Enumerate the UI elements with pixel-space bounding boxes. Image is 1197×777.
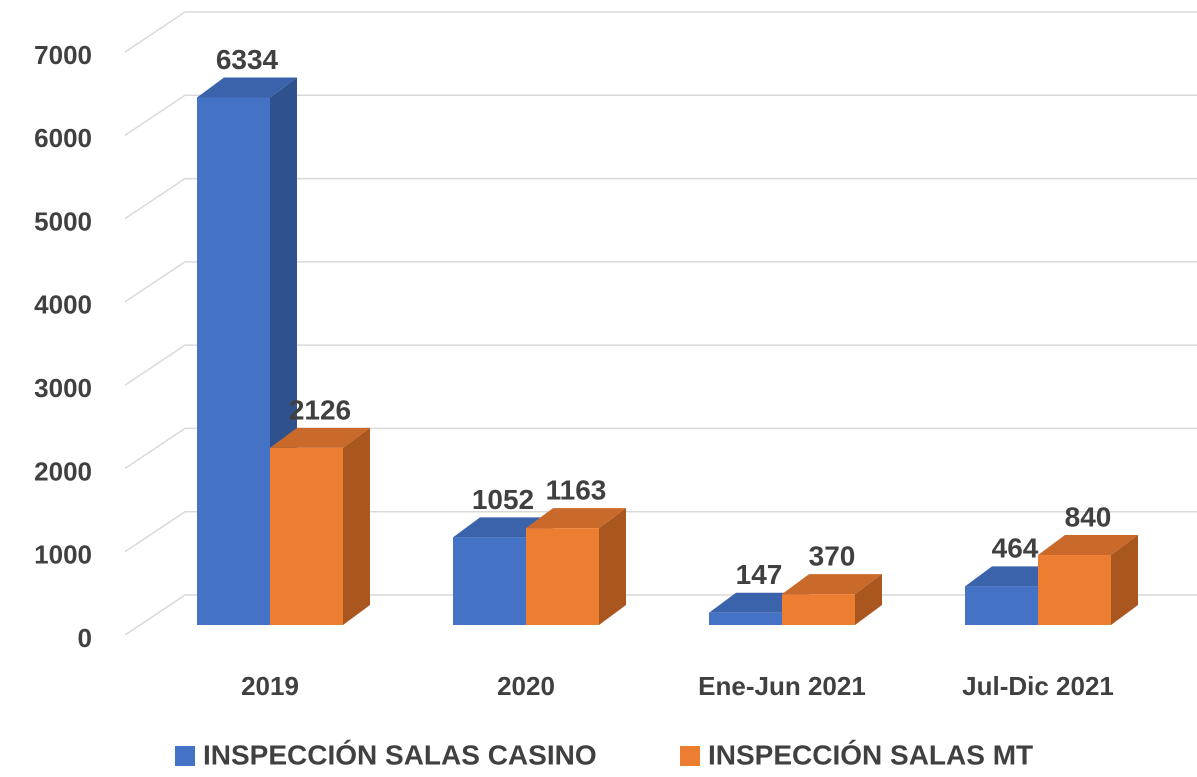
value-label: 464 xyxy=(992,533,1039,564)
bar xyxy=(965,586,1038,625)
legend-label: INSPECCIÓN SALAS CASINO xyxy=(203,739,597,770)
grid-line xyxy=(124,427,1197,470)
bar-side xyxy=(855,574,882,625)
value-label: 1052 xyxy=(472,484,534,515)
value-label: 147 xyxy=(736,559,783,590)
bar-top xyxy=(782,574,882,595)
value-label: 370 xyxy=(809,541,856,572)
value-label: 840 xyxy=(1065,501,1112,532)
y-tick-label: 6000 xyxy=(34,123,92,153)
bar-side xyxy=(599,508,626,625)
bar-side xyxy=(1111,535,1138,625)
legend-label: INSPECCIÓN SALAS MT xyxy=(708,739,1033,770)
grid-line xyxy=(124,510,1197,553)
bar xyxy=(453,537,526,625)
grid-line xyxy=(124,261,1197,303)
grid-line xyxy=(124,344,1197,386)
y-tick-label: 3000 xyxy=(34,373,92,403)
bar xyxy=(526,528,599,625)
y-tick-label: 0 xyxy=(78,623,92,653)
legend-swatch xyxy=(175,746,195,766)
bar xyxy=(197,97,270,626)
bar-top xyxy=(1038,535,1138,556)
x-tick-label: Ene-Jun 2021 xyxy=(698,671,866,701)
grid-line xyxy=(124,177,1197,220)
bar xyxy=(1038,555,1111,625)
bar-top xyxy=(270,427,370,448)
grid-line xyxy=(124,94,1197,136)
y-tick-label: 1000 xyxy=(34,540,92,570)
y-tick-label: 7000 xyxy=(34,40,92,70)
value-label: 2126 xyxy=(289,394,351,425)
y-tick-label: 5000 xyxy=(34,206,92,236)
value-label: 6334 xyxy=(216,44,279,75)
x-tick-label: 2019 xyxy=(241,671,299,701)
bar xyxy=(709,612,782,625)
bar xyxy=(270,447,343,625)
y-tick-label: 4000 xyxy=(34,290,92,320)
x-tick-label: Jul-Dic 2021 xyxy=(962,671,1114,701)
legend-swatch xyxy=(680,746,700,766)
bar-top xyxy=(526,508,626,529)
y-tick-label: 2000 xyxy=(34,456,92,486)
grid-line xyxy=(124,11,1197,53)
bar xyxy=(782,594,855,625)
value-label: 1163 xyxy=(546,475,607,506)
bar-top xyxy=(197,77,297,98)
x-tick-label: 2020 xyxy=(497,671,555,701)
bar-side xyxy=(343,427,370,625)
